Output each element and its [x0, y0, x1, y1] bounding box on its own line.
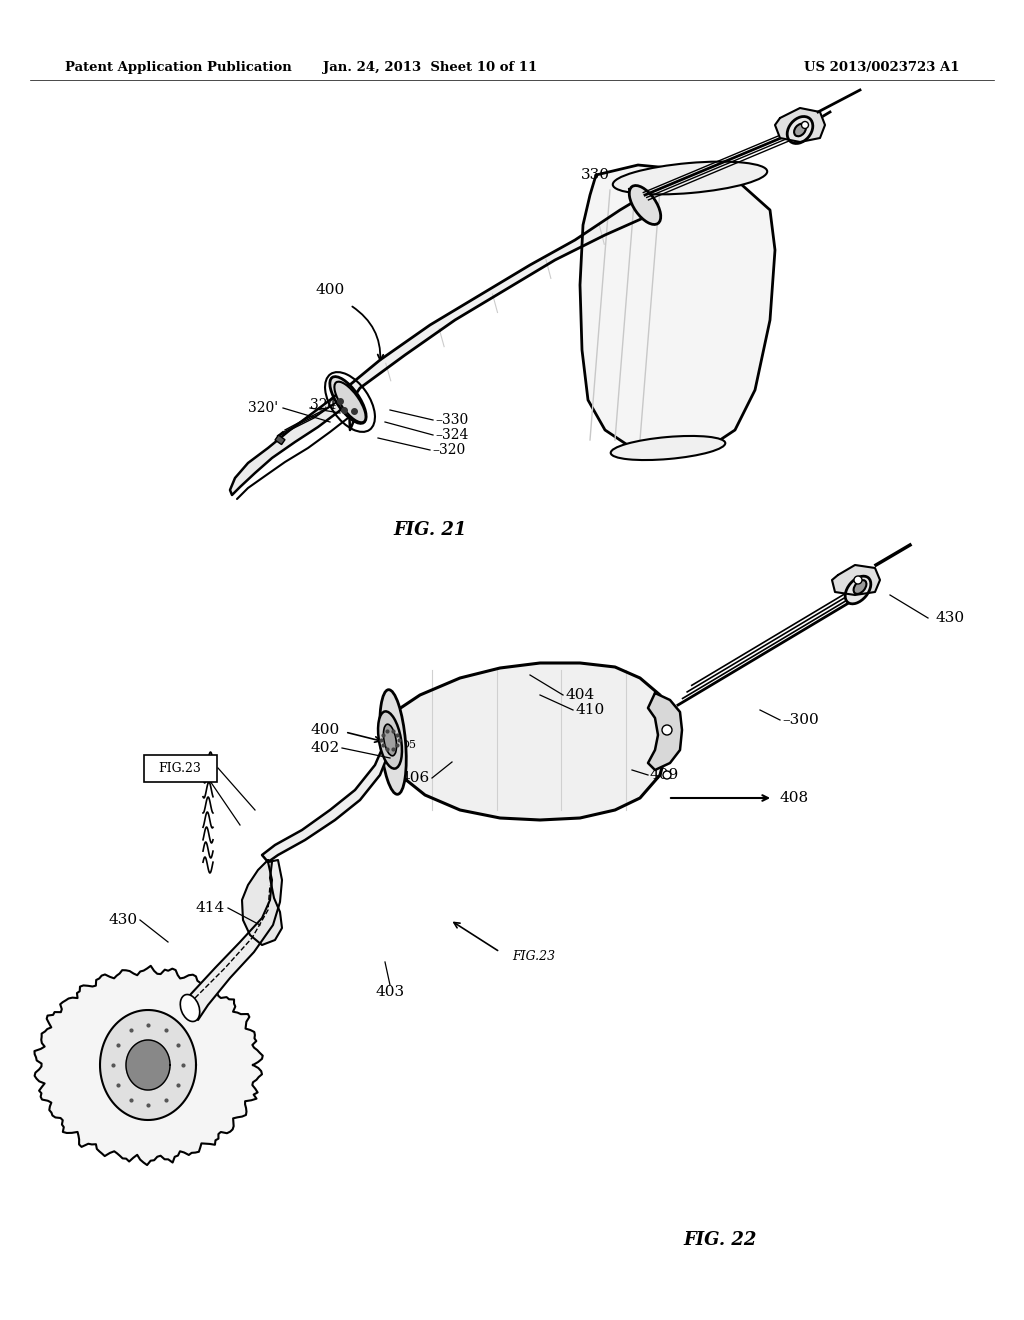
Polygon shape — [775, 108, 825, 143]
Circle shape — [663, 771, 671, 779]
Ellipse shape — [787, 116, 813, 144]
Text: Jan. 24, 2013  Sheet 10 of 11: Jan. 24, 2013 Sheet 10 of 11 — [323, 62, 538, 74]
Circle shape — [662, 725, 672, 735]
Polygon shape — [230, 385, 355, 495]
Polygon shape — [262, 719, 395, 862]
Ellipse shape — [378, 711, 402, 768]
Text: 404: 404 — [565, 688, 594, 702]
Text: –330: –330 — [435, 413, 468, 426]
Text: –300: –300 — [782, 713, 819, 727]
Text: US 2013/0023723 A1: US 2013/0023723 A1 — [805, 62, 961, 74]
Ellipse shape — [335, 381, 366, 422]
Ellipse shape — [330, 376, 367, 424]
Text: 430: 430 — [109, 913, 138, 927]
FancyBboxPatch shape — [143, 755, 216, 781]
Polygon shape — [388, 663, 668, 820]
Ellipse shape — [180, 994, 200, 1022]
Ellipse shape — [802, 121, 809, 128]
Text: 324: 324 — [310, 399, 336, 412]
Text: 409: 409 — [650, 768, 679, 781]
Text: D5: D5 — [400, 741, 416, 750]
Text: 400: 400 — [315, 282, 345, 297]
Text: 320': 320' — [248, 401, 278, 414]
Text: 410: 410 — [575, 704, 604, 717]
Text: 430: 430 — [935, 611, 965, 624]
Text: FIG.23: FIG.23 — [512, 950, 555, 964]
Polygon shape — [242, 861, 282, 945]
Ellipse shape — [610, 436, 725, 461]
Text: 403: 403 — [376, 985, 404, 999]
Polygon shape — [580, 165, 775, 455]
Ellipse shape — [854, 579, 866, 594]
Polygon shape — [340, 195, 650, 411]
Polygon shape — [190, 861, 282, 1020]
Polygon shape — [100, 1010, 196, 1119]
Circle shape — [854, 576, 862, 583]
Text: 408: 408 — [780, 791, 809, 805]
Text: 400: 400 — [310, 723, 340, 737]
Bar — [275, 436, 285, 445]
Text: –320: –320 — [432, 444, 465, 457]
Ellipse shape — [383, 725, 396, 756]
Ellipse shape — [794, 124, 806, 136]
Text: FIG. 21: FIG. 21 — [393, 521, 467, 539]
Ellipse shape — [380, 689, 407, 795]
Text: 406: 406 — [400, 771, 430, 785]
Text: –324: –324 — [435, 428, 468, 442]
Polygon shape — [831, 565, 880, 595]
Ellipse shape — [845, 576, 870, 603]
Text: FIG. 22: FIG. 22 — [683, 1232, 757, 1249]
Text: FIG.23: FIG.23 — [159, 762, 202, 775]
Polygon shape — [126, 1040, 170, 1090]
Text: 402: 402 — [310, 741, 340, 755]
Ellipse shape — [630, 186, 660, 224]
Text: 414: 414 — [196, 902, 225, 915]
Text: Patent Application Publication: Patent Application Publication — [65, 62, 292, 74]
Polygon shape — [35, 966, 263, 1166]
Polygon shape — [648, 693, 682, 770]
Ellipse shape — [612, 161, 767, 194]
Text: 330: 330 — [581, 168, 609, 182]
